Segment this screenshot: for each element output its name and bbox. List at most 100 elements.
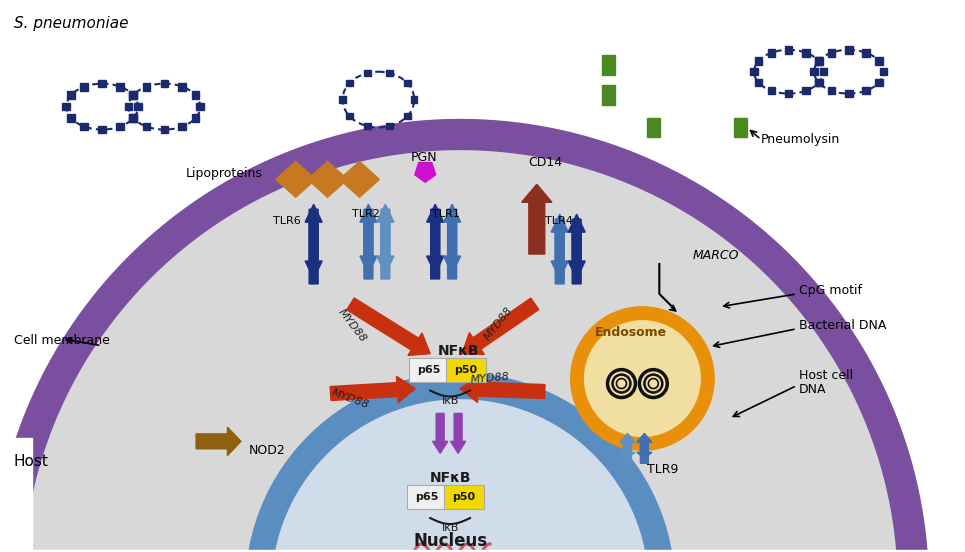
Bar (819, 68, 827, 76)
Bar (63, 103, 70, 110)
FancyArrow shape (444, 209, 460, 274)
Bar (875, 79, 883, 87)
Text: DNA: DNA (799, 383, 826, 396)
Bar (601, 84, 615, 105)
FancyArrow shape (305, 209, 322, 279)
Bar (364, 70, 371, 76)
Text: TLR6: TLR6 (273, 216, 300, 226)
Text: TLR2: TLR2 (352, 209, 380, 219)
Text: MYD88: MYD88 (482, 305, 514, 342)
Text: p50: p50 (453, 492, 476, 502)
Bar (196, 103, 205, 110)
Text: TLR9: TLR9 (648, 463, 678, 476)
Text: NFκB: NFκB (437, 344, 479, 358)
Bar (880, 68, 887, 76)
FancyArrow shape (568, 214, 585, 284)
Bar (98, 126, 106, 134)
Text: CpG motif: CpG motif (799, 284, 862, 297)
Bar (815, 79, 822, 87)
Bar (116, 83, 124, 91)
Bar (411, 97, 418, 103)
Bar (863, 87, 869, 94)
Bar (785, 46, 792, 54)
Text: Endosome: Endosome (594, 326, 667, 339)
FancyArrow shape (360, 204, 377, 279)
FancyArrow shape (346, 298, 430, 355)
Polygon shape (22, 150, 898, 552)
Bar (828, 87, 835, 94)
FancyArrow shape (305, 204, 322, 284)
Text: Cell membrane: Cell membrane (14, 334, 110, 347)
Text: TLR1: TLR1 (432, 209, 460, 219)
Bar (346, 113, 352, 119)
Bar (755, 57, 762, 65)
Bar (129, 114, 137, 122)
Text: p65: p65 (418, 365, 441, 375)
Text: TLR4: TLR4 (545, 216, 572, 226)
Text: PGN: PGN (411, 151, 437, 164)
Bar (80, 123, 88, 130)
Bar (129, 114, 137, 122)
Bar (124, 103, 132, 110)
Bar (734, 118, 747, 137)
Bar (845, 90, 852, 97)
Text: Pneumolysin: Pneumolysin (761, 133, 841, 146)
FancyArrow shape (432, 413, 448, 453)
Circle shape (570, 307, 714, 450)
Bar (802, 49, 810, 56)
Bar (875, 57, 883, 65)
Polygon shape (276, 161, 316, 197)
Polygon shape (308, 161, 347, 197)
Bar (134, 103, 142, 110)
Bar (80, 83, 88, 91)
Bar (785, 90, 792, 97)
Bar (192, 91, 200, 99)
Bar (68, 91, 75, 99)
FancyBboxPatch shape (409, 358, 449, 381)
Text: Bacterial DNA: Bacterial DNA (799, 319, 886, 332)
Text: IκB: IκB (441, 396, 458, 406)
Bar (179, 83, 186, 91)
Polygon shape (340, 161, 379, 197)
FancyArrow shape (551, 219, 568, 279)
Text: S. pneumoniae: S. pneumoniae (14, 16, 128, 31)
FancyBboxPatch shape (444, 485, 484, 509)
Bar (767, 87, 775, 94)
FancyArrow shape (522, 184, 552, 254)
FancyArrow shape (330, 376, 415, 403)
FancyArrow shape (551, 214, 568, 284)
FancyArrow shape (444, 204, 460, 279)
Bar (802, 87, 810, 94)
FancyArrow shape (637, 433, 652, 463)
FancyArrow shape (427, 204, 444, 279)
Polygon shape (246, 374, 675, 552)
Polygon shape (271, 399, 649, 552)
FancyBboxPatch shape (407, 485, 447, 509)
Bar (386, 123, 393, 129)
FancyArrow shape (462, 298, 538, 354)
Bar (192, 114, 200, 122)
Text: CD14: CD14 (528, 156, 562, 169)
Text: Nucleus: Nucleus (413, 532, 487, 550)
FancyArrow shape (451, 413, 466, 453)
Bar (129, 91, 137, 99)
Bar (648, 118, 660, 137)
Text: MYD88: MYD88 (470, 372, 510, 385)
Bar (386, 70, 393, 76)
Bar (340, 97, 345, 103)
Bar (750, 68, 758, 76)
FancyBboxPatch shape (446, 358, 486, 381)
FancyArrow shape (196, 427, 241, 455)
Text: Host: Host (14, 454, 48, 469)
Text: p50: p50 (455, 365, 478, 375)
Polygon shape (0, 120, 928, 552)
Bar (863, 49, 869, 56)
Bar (601, 55, 615, 75)
Text: Host cell: Host cell (799, 369, 853, 381)
FancyArrow shape (637, 438, 652, 458)
FancyArrow shape (620, 438, 635, 458)
FancyArrow shape (427, 209, 444, 274)
Bar (755, 79, 762, 87)
Bar (116, 123, 124, 130)
Bar (404, 113, 411, 119)
